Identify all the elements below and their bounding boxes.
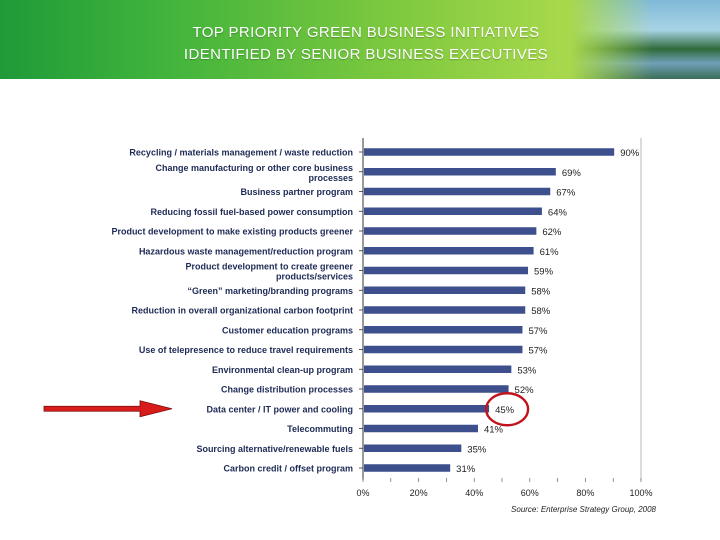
category-label: Reducing fossil fuel-based power consump… — [150, 207, 353, 217]
category-label: Telecommuting — [287, 424, 353, 434]
category-label: “Green” marketing/branding programs — [187, 286, 353, 296]
slide-title-line-2: IDENTIFIED BY SENIOR BUSINESS EXECUTIVES — [183, 46, 549, 63]
x-tick-label: 20% — [410, 488, 428, 498]
bar — [364, 405, 490, 413]
source-note: Source: Enterprise Strategy Group, 2008 — [511, 505, 657, 514]
slide-title: TOP PRIORITY GREEN BUSINESS INITIATIVES … — [0, 22, 720, 66]
bar — [364, 207, 542, 215]
bar — [364, 306, 526, 314]
x-tick-label: 100% — [629, 488, 652, 498]
category-label: Customer education programs — [222, 325, 353, 335]
category-label: Recycling / materials management / waste… — [129, 148, 353, 158]
category-label: processes — [308, 173, 353, 183]
data-label: 57% — [528, 326, 548, 337]
data-label: 58% — [531, 306, 551, 317]
data-label: 62% — [542, 227, 562, 238]
x-tick-label: 0% — [356, 488, 369, 498]
category-label: Reduction in overall organizational carb… — [131, 306, 353, 316]
data-label: 57% — [528, 346, 548, 357]
category-label: Product development to make existing pro… — [111, 227, 353, 237]
category-label: products/services — [276, 272, 353, 282]
bar — [364, 385, 509, 393]
bar — [364, 286, 526, 294]
bar — [364, 148, 615, 156]
bar — [364, 464, 451, 472]
bar — [364, 345, 523, 354]
bar — [364, 444, 462, 452]
category-label: Product development to create greener — [185, 262, 353, 272]
bar — [364, 365, 512, 373]
category-label: Environmental clean-up program — [212, 365, 353, 375]
slide-title-line-1: TOP PRIORITY GREEN BUSINESS INITIATIVES — [192, 24, 540, 41]
category-label: Hazardous waste management/reduction pro… — [139, 246, 353, 256]
data-label: 69% — [562, 168, 582, 179]
data-label: 45% — [495, 405, 515, 416]
data-label: 61% — [540, 247, 560, 258]
bar — [364, 266, 529, 275]
data-label: 58% — [531, 286, 551, 297]
highlight-circle — [484, 392, 530, 427]
bar — [364, 168, 556, 176]
x-tick-label: 60% — [521, 488, 539, 498]
x-tick-label: 40% — [465, 488, 483, 498]
data-label: 52% — [515, 385, 535, 396]
data-label: 67% — [556, 188, 576, 199]
data-label: 41% — [484, 425, 504, 436]
category-label: Change distribution processes — [221, 385, 353, 395]
data-label: 90% — [620, 148, 640, 159]
x-tick-label: 80% — [576, 488, 594, 498]
category-label: Sourcing alternative/renewable fuels — [196, 444, 353, 454]
bar — [364, 247, 534, 255]
data-label: 31% — [456, 464, 476, 475]
data-label: 64% — [548, 207, 568, 218]
landscape-photo — [570, 0, 720, 79]
category-label: Carbon credit / offset program — [223, 464, 353, 474]
category-label: Business partner program — [240, 187, 353, 197]
bar — [364, 424, 478, 433]
highlight-arrow — [43, 400, 173, 418]
bar — [364, 326, 523, 334]
category-label: Change manufacturing or other core busin… — [155, 163, 353, 173]
category-label: Data center / IT power and cooling — [206, 404, 353, 414]
data-label: 53% — [517, 365, 537, 376]
title-banner: TOP PRIORITY GREEN BUSINESS INITIATIVES … — [0, 0, 720, 79]
data-label: 35% — [467, 444, 487, 455]
bar — [364, 227, 537, 235]
data-label: 59% — [534, 267, 554, 278]
category-label: Use of telepresence to reduce travel req… — [139, 345, 353, 355]
bar — [364, 187, 551, 196]
